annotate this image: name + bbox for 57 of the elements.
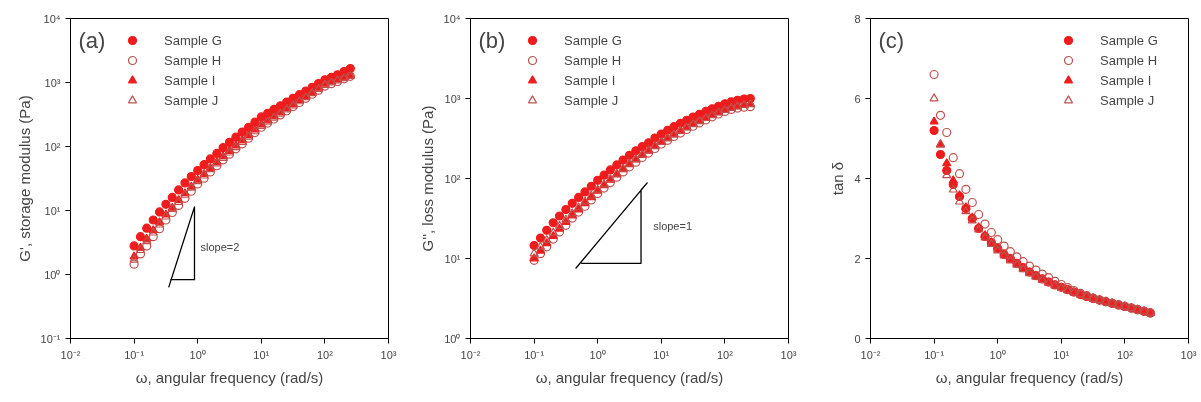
x-tick-label: 10⁻²	[860, 348, 881, 361]
legend-label: Sample I	[564, 71, 616, 89]
legend-label: Sample H	[1100, 51, 1158, 69]
legend-label: Sample J	[164, 91, 219, 109]
x-tick-label: 10³	[780, 348, 797, 361]
legend-label: Sample I	[164, 71, 216, 89]
y-tick-label: 10³	[44, 76, 61, 89]
x-tick-label: 10²	[716, 348, 734, 361]
x-tick-label: 10⁰	[989, 348, 1006, 361]
y-tick-label: 10²	[444, 172, 461, 185]
x-axis-title: ω, angular frequency (rad/s)	[135, 368, 324, 386]
x-tick-label: 10⁻¹	[924, 348, 945, 361]
x-tick-label: 10³	[1180, 348, 1197, 361]
x-axis-title: ω, angular frequency (rad/s)	[535, 368, 724, 386]
y-axis-title: G', storage modulus (Pa)	[15, 95, 33, 262]
y-tick-label: 10⁰	[444, 332, 461, 345]
x-tick-label: 10⁻¹	[524, 348, 545, 361]
x-tick-label: 10²	[1116, 348, 1134, 361]
legend-label: Sample J	[1100, 91, 1155, 109]
x-tick-label: 10⁻¹	[124, 348, 145, 361]
legend-label: Sample G	[1100, 31, 1158, 49]
x-tick-label: 10³	[380, 348, 397, 361]
legend-label: Sample H	[564, 51, 622, 69]
legend-label: Sample H	[164, 51, 222, 69]
y-tick-label: 0	[854, 332, 861, 345]
y-axis-title: tan δ	[829, 161, 847, 196]
legend-label: Sample I	[1100, 71, 1152, 89]
annotation: (b)	[478, 27, 506, 53]
legend-label: Sample G	[164, 31, 222, 49]
x-tick-label: 10⁻²	[60, 348, 81, 361]
x-tick-label: 10⁰	[189, 348, 206, 361]
y-tick-label: 10⁰	[44, 268, 61, 281]
annotation: (c)	[878, 27, 905, 53]
annotation: slope=2	[200, 241, 240, 254]
y-tick-label: 10¹	[444, 252, 461, 265]
y-tick-label: 2	[854, 252, 861, 265]
y-tick-label: 10³	[444, 92, 461, 105]
x-tick-label: 10¹	[653, 348, 670, 361]
y-tick-label: 10⁴	[43, 12, 61, 25]
y-tick-label: 8	[854, 12, 861, 25]
y-tick-label: 10¹	[44, 204, 61, 217]
annotation: slope=1	[653, 219, 693, 232]
legend-label: Sample G	[564, 31, 622, 49]
x-tick-label: 10¹	[253, 348, 270, 361]
x-tick-label: 10⁻²	[460, 348, 481, 361]
x-tick-label: 10²	[316, 348, 334, 361]
x-tick-label: 10⁰	[589, 348, 606, 361]
y-tick-label: 6	[854, 92, 861, 105]
y-tick-label: 10⁻¹	[40, 332, 61, 345]
y-tick-label: 10⁴	[443, 12, 461, 25]
legend-label: Sample J	[564, 91, 619, 109]
y-tick-label: 10²	[44, 140, 61, 153]
y-tick-label: 4	[854, 172, 861, 185]
x-axis-title: ω, angular frequency (rad/s)	[935, 368, 1124, 386]
annotation: (a)	[78, 27, 106, 53]
x-tick-label: 10¹	[1053, 348, 1070, 361]
y-axis-title: G'', loss modulus (Pa)	[418, 105, 436, 252]
